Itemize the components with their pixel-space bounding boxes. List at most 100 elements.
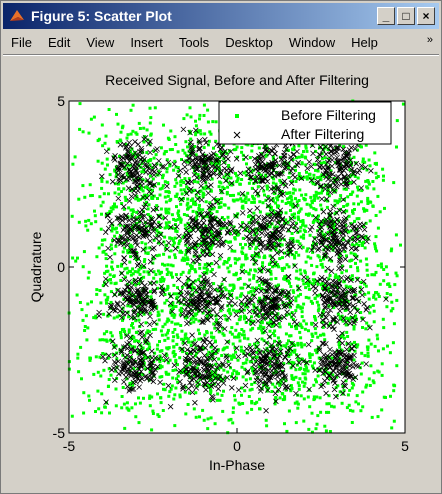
before-filtering-point xyxy=(141,150,145,154)
before-filtering-point xyxy=(133,295,137,298)
after-filtering-point xyxy=(276,341,283,347)
before-filtering-point xyxy=(148,121,152,125)
before-filtering-point xyxy=(86,228,90,232)
menu-help[interactable]: Help xyxy=(351,34,378,50)
before-filtering-point xyxy=(333,199,337,203)
before-filtering-point xyxy=(89,117,93,121)
before-filtering-point xyxy=(165,170,169,174)
after-filtering-point xyxy=(324,292,331,298)
after-filtering-point xyxy=(123,239,130,245)
before-filtering-point xyxy=(252,197,256,201)
maximize-button[interactable]: □ xyxy=(397,7,415,25)
before-filtering-point xyxy=(227,354,231,358)
before-filtering-point xyxy=(265,187,269,191)
before-filtering-point xyxy=(261,264,264,268)
before-filtering-point xyxy=(114,387,118,391)
before-filtering-point xyxy=(217,289,220,293)
chevron-right-double-icon[interactable]: » xyxy=(426,34,433,46)
before-filtering-point xyxy=(113,191,117,195)
before-filtering-point xyxy=(231,182,235,186)
after-filtering-point xyxy=(275,186,282,192)
menu-desktop[interactable]: Desktop xyxy=(225,34,273,50)
after-filtering-point xyxy=(288,180,295,186)
before-filtering-point xyxy=(123,426,127,430)
before-filtering-point xyxy=(326,148,330,152)
after-filtering-point xyxy=(216,173,223,180)
menu-window[interactable]: Window xyxy=(288,34,336,50)
before-filtering-point xyxy=(281,369,284,373)
before-filtering-point xyxy=(187,278,191,282)
after-filtering-point xyxy=(283,383,289,390)
before-filtering-point xyxy=(304,146,308,150)
before-filtering-point xyxy=(96,389,100,393)
menu-tools[interactable]: Tools xyxy=(178,34,210,50)
after-filtering-point xyxy=(383,296,389,302)
before-filtering-point xyxy=(320,207,324,211)
before-filtering-point xyxy=(163,293,167,296)
after-filtering-point xyxy=(275,217,282,223)
before-filtering-point xyxy=(166,286,170,289)
before-filtering-point xyxy=(252,200,256,204)
before-filtering-point xyxy=(294,375,298,379)
before-filtering-point xyxy=(292,361,296,365)
after-filtering-point xyxy=(349,345,355,352)
before-filtering-point xyxy=(87,131,91,135)
menu-file[interactable]: File xyxy=(11,34,32,50)
before-filtering-point xyxy=(277,221,281,224)
before-filtering-point xyxy=(176,211,180,215)
before-filtering-point xyxy=(382,395,386,399)
before-filtering-point xyxy=(247,215,250,219)
before-filtering-point xyxy=(303,271,307,275)
before-filtering-point xyxy=(300,161,304,165)
before-filtering-point xyxy=(108,338,112,342)
before-filtering-point xyxy=(230,294,234,297)
before-filtering-point xyxy=(290,349,294,353)
menu-edit[interactable]: Edit xyxy=(47,34,71,50)
after-filtering-point xyxy=(187,129,193,136)
menu-view[interactable]: View xyxy=(86,34,115,50)
before-filtering-point xyxy=(199,132,203,136)
before-filtering-point xyxy=(298,209,302,213)
before-filtering-point xyxy=(119,130,123,134)
before-filtering-point xyxy=(296,230,300,234)
after-filtering-point xyxy=(150,254,157,260)
before-filtering-point xyxy=(249,178,253,182)
before-filtering-point xyxy=(145,356,149,360)
menu-insert[interactable]: Insert xyxy=(130,34,163,50)
after-filtering-point xyxy=(264,278,271,284)
after-filtering-point xyxy=(198,183,204,189)
after-filtering-point xyxy=(274,212,281,219)
close-button[interactable]: × xyxy=(417,7,435,25)
before-filtering-point xyxy=(212,322,216,326)
after-filtering-point xyxy=(211,287,218,293)
after-filtering-point xyxy=(140,349,146,356)
before-filtering-point xyxy=(328,430,332,433)
before-filtering-point xyxy=(116,122,120,126)
before-filtering-point xyxy=(290,311,294,314)
before-filtering-point xyxy=(194,193,198,197)
before-filtering-point xyxy=(321,309,325,312)
title-bar[interactable]: Figure 5: Scatter Plot _ □ × xyxy=(3,3,439,29)
before-filtering-point xyxy=(144,321,148,325)
after-filtering-point xyxy=(263,146,269,153)
before-filtering-point xyxy=(101,144,105,148)
before-filtering-point xyxy=(82,391,86,395)
before-filtering-point xyxy=(212,234,216,238)
before-filtering-point xyxy=(257,146,261,150)
before-filtering-point xyxy=(171,239,175,243)
before-filtering-point xyxy=(324,429,328,433)
before-filtering-point xyxy=(234,328,238,332)
before-filtering-point xyxy=(186,145,189,149)
before-filtering-point xyxy=(251,356,255,360)
before-filtering-point xyxy=(355,194,359,198)
after-filtering-point xyxy=(219,144,225,151)
before-filtering-point xyxy=(292,187,296,191)
before-filtering-point xyxy=(356,269,360,273)
before-filtering-point xyxy=(167,220,171,224)
before-filtering-point xyxy=(184,153,188,157)
before-filtering-point xyxy=(337,255,341,259)
before-filtering-point xyxy=(307,287,311,291)
before-filtering-point xyxy=(250,200,254,204)
after-filtering-point xyxy=(214,198,221,205)
minimize-button[interactable]: _ xyxy=(377,7,395,25)
